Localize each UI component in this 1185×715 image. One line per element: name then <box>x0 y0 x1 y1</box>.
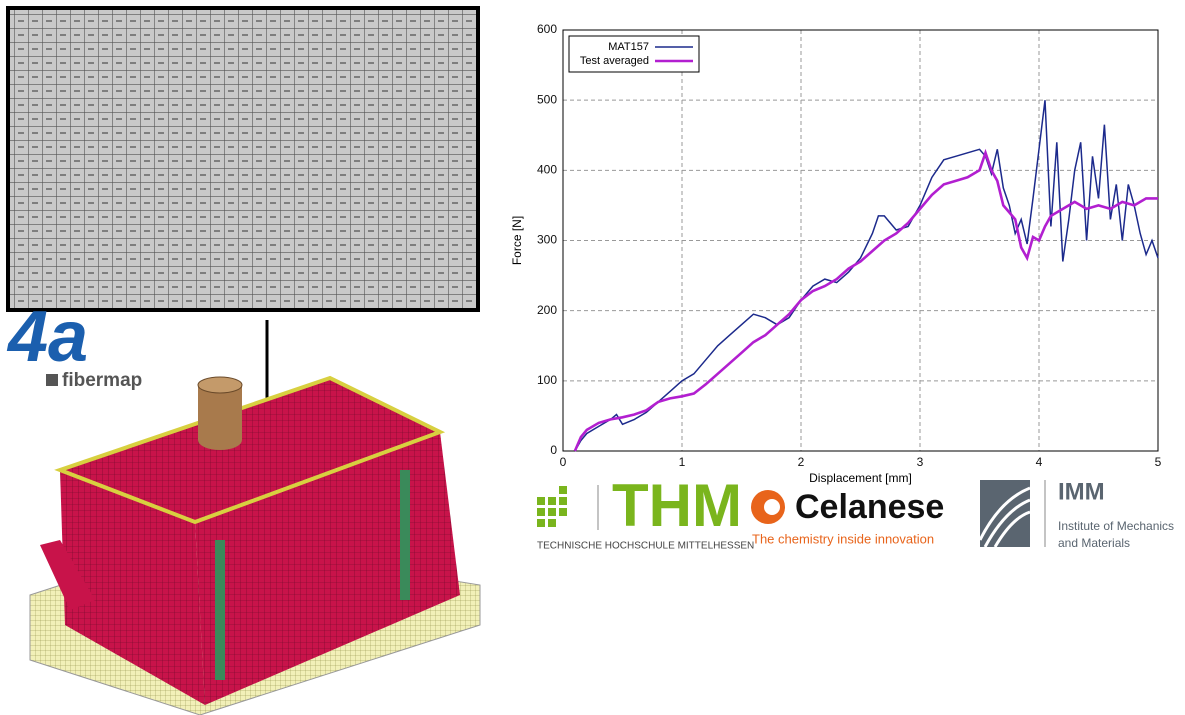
logo-name: fibermap <box>62 370 142 391</box>
celanese-name: Celanese <box>795 488 944 526</box>
x-tick-label: 3 <box>917 455 924 469</box>
imm-line: Institute of Mechanics <box>1058 519 1174 533</box>
thm-logo: THM TECHNISCHE HOCHSCHULE MITTELHESSEN <box>537 472 754 552</box>
page: 4a fibermap 0 100 200 300 400 500 600 0 1 2 3 4 5 Dis… <box>0 0 1185 715</box>
y-tick-label: 600 <box>537 22 557 36</box>
y-tick-label: 200 <box>537 303 557 317</box>
imm-logo: IMM Institute of Mechanics and Materials <box>980 478 1174 550</box>
rib <box>215 540 225 680</box>
y-axis-label: Force [N] <box>510 216 524 265</box>
x-tick-label: 0 <box>560 455 567 469</box>
celanese-logo: Celanese The chemistry inside innovation <box>751 488 944 546</box>
impactor-bottom <box>198 430 242 450</box>
x-tick-label: 2 <box>798 455 805 469</box>
x-tick-label: 5 <box>1155 455 1162 469</box>
y-tick-label: 300 <box>537 233 557 247</box>
imm-name: IMM <box>1058 478 1105 505</box>
celanese-tagline: The chemistry inside innovation <box>752 531 934 546</box>
mesh-image <box>8 8 478 310</box>
y-tick-label: 100 <box>537 373 557 387</box>
thm-squares <box>537 486 567 527</box>
legend-label: MAT157 <box>608 41 649 53</box>
impactor-top <box>198 377 242 393</box>
x-tick-label: 1 <box>679 455 686 469</box>
thm-subtitle: TECHNISCHE HOCHSCHULE MITTELHESSEN <box>537 541 754 552</box>
y-tick-label: 0 <box>550 443 557 457</box>
x-tick-label: 4 <box>1036 455 1043 469</box>
logo-square <box>46 374 58 386</box>
logo-mark: 4a <box>6 297 88 377</box>
imm-line: and Materials <box>1058 536 1130 550</box>
y-tick-label: 400 <box>537 163 557 177</box>
rib <box>400 470 410 600</box>
y-tick-label: 500 <box>537 92 557 106</box>
legend-label: Test averaged <box>580 55 649 67</box>
thm-name: THM <box>612 472 742 539</box>
chart: 0 100 200 300 400 500 600 0 1 2 3 4 5 Displacement [m… <box>510 22 1161 485</box>
celanese-mark-inner <box>764 499 780 515</box>
x-axis-label: Displacement [mm] <box>809 471 912 485</box>
